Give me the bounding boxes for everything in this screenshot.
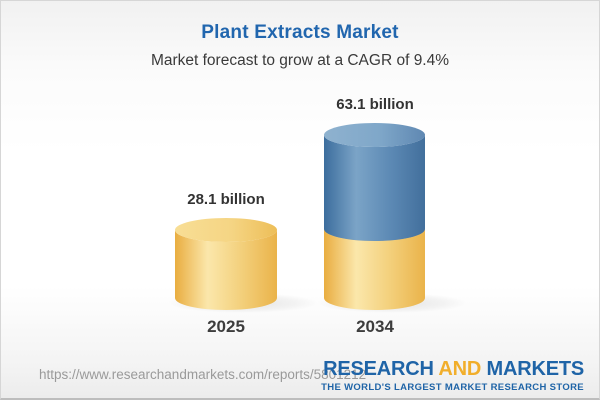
bar-2034-growth-body bbox=[324, 135, 425, 241]
bar-2034 bbox=[324, 123, 425, 310]
bar-2034-base-body bbox=[324, 229, 425, 310]
bar-2034-growth-top bbox=[324, 123, 425, 147]
bar-2025-body bbox=[175, 230, 277, 310]
logo-word-markets: MARKETS bbox=[486, 358, 585, 380]
logo-wordmark: RESEARCH AND MARKETS bbox=[321, 359, 584, 379]
logo-word-research: RESEARCH bbox=[323, 358, 434, 380]
bar-2025-top bbox=[175, 218, 277, 242]
research-and-markets-logo: RESEARCH AND MARKETS THE WORLD'S LARGEST… bbox=[321, 359, 584, 393]
bar-2034-category-label: 2034 bbox=[356, 317, 394, 336]
chart-subtitle: Market forecast to grow at a CAGR of 9.4… bbox=[150, 52, 450, 69]
bar-2025-value-label: 28.1 billion bbox=[187, 191, 265, 208]
bar-2034-value-label: 63.1 billion bbox=[336, 96, 414, 113]
chart-title: Plant Extracts Market bbox=[201, 22, 399, 43]
bar-2025 bbox=[175, 218, 277, 310]
report-url: https://www.researchandmarkets.com/repor… bbox=[39, 367, 367, 382]
bar-2025-category-label: 2025 bbox=[207, 317, 245, 336]
logo-tagline: THE WORLD'S LARGEST MARKET RESEARCH STOR… bbox=[321, 382, 584, 393]
logo-word-and: AND bbox=[438, 358, 482, 380]
